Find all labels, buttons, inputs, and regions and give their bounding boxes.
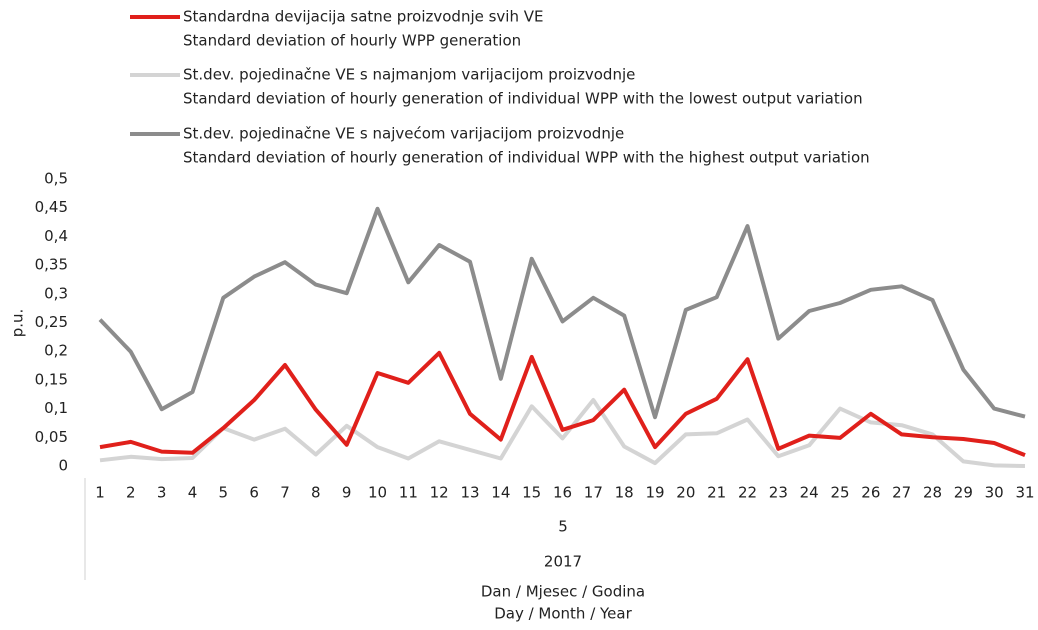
- x-tick-label: 8: [311, 484, 321, 502]
- series-line: [99, 350, 1026, 457]
- x-tick-label: 27: [892, 484, 911, 502]
- y-tick-label: 0,1: [44, 399, 68, 417]
- x-axis-label: Day / Month / Year: [494, 605, 632, 623]
- x-tick-label: 17: [584, 484, 603, 502]
- x-tick-label: 9: [342, 484, 352, 502]
- legend-label: Standard deviation of hourly generation …: [183, 149, 870, 167]
- x-tick-label: 4: [188, 484, 198, 502]
- x-tick-label: 3: [157, 484, 167, 502]
- x-tick-label: 31: [1015, 484, 1034, 502]
- x-tick-label: 23: [769, 484, 788, 502]
- x-tick-label: 29: [954, 484, 973, 502]
- x-tick-label: 7: [280, 484, 290, 502]
- x-tick-label: 26: [861, 484, 880, 502]
- legend-label: St.dev. pojedinačne VE s najvećom varija…: [183, 125, 624, 143]
- x-tick-label: 5: [219, 484, 229, 502]
- x-tick-label: 22: [738, 484, 757, 502]
- y-tick-label: 0,3: [44, 284, 68, 302]
- y-tick-label: 0,15: [35, 370, 68, 388]
- x-tick-label: 1: [95, 484, 105, 502]
- x-tick-label: 14: [491, 484, 510, 502]
- x-tick-label: 18: [615, 484, 634, 502]
- y-tick-label: 0,4: [44, 227, 68, 245]
- y-axis-label: p.u.: [9, 309, 27, 338]
- y-tick-label: 0,35: [35, 256, 68, 274]
- x-tick-label: 12: [430, 484, 449, 502]
- x-tick-label: 28: [923, 484, 942, 502]
- legend-label: Standard deviation of hourly generation …: [183, 90, 863, 108]
- x-tick-label: 21: [707, 484, 726, 502]
- y-tick-label: 0,2: [44, 342, 68, 360]
- x-tick-label: 11: [399, 484, 418, 502]
- x-tick-label: 6: [249, 484, 259, 502]
- y-tick-label: 0,45: [35, 198, 68, 216]
- x-tick-label: 25: [830, 484, 849, 502]
- month-label: 5: [558, 518, 568, 536]
- x-tick-label: 15: [522, 484, 541, 502]
- legend-label: St.dev. pojedinačne VE s najmanjom varij…: [183, 66, 635, 84]
- series-line: [98, 206, 1026, 420]
- year-label: 2017: [544, 553, 582, 571]
- x-tick-label: 24: [800, 484, 819, 502]
- legend-label: Standard deviation of hourly WPP generat…: [183, 32, 521, 50]
- x-tick-label: 30: [985, 484, 1004, 502]
- x-tick-label: 10: [368, 484, 387, 502]
- series-line: [99, 398, 1026, 468]
- legend-label: Standardna devijacija satne proizvodnje …: [183, 8, 544, 26]
- x-axis-label: Dan / Mjesec / Godina: [481, 583, 645, 601]
- y-tick-label: 0: [58, 457, 68, 475]
- x-tick-label: 20: [676, 484, 695, 502]
- x-tick-label: 19: [645, 484, 664, 502]
- x-tick-label: 2: [126, 484, 136, 502]
- y-tick-label: 0,5: [44, 170, 68, 188]
- x-tick-label: 16: [553, 484, 572, 502]
- y-tick-label: 0,05: [35, 428, 68, 446]
- x-tick-label: 13: [460, 484, 479, 502]
- y-tick-label: 0,25: [35, 313, 68, 331]
